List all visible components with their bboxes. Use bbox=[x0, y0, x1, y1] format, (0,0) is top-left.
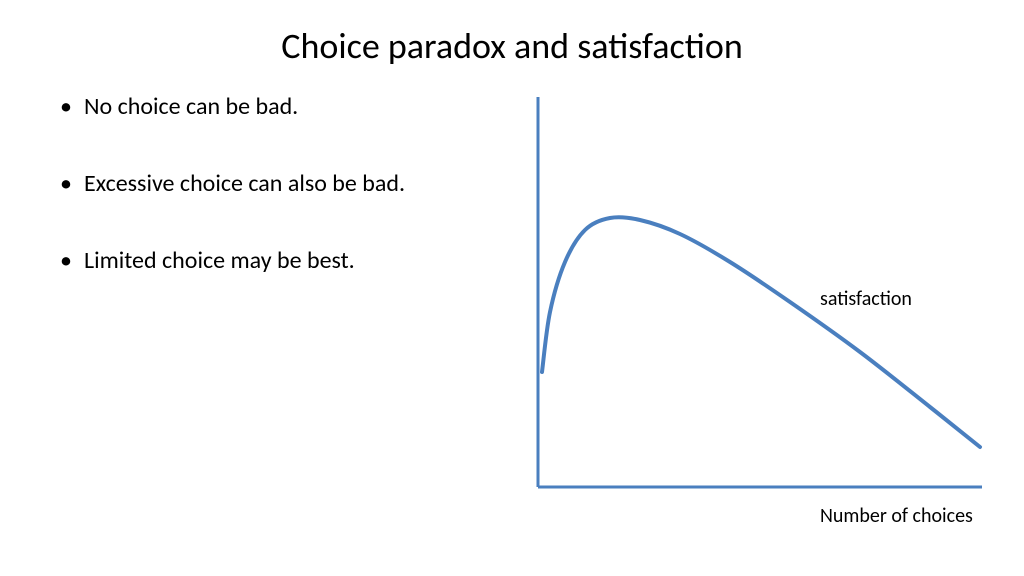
x-axis-label: Number of choices bbox=[820, 504, 973, 528]
slide-title: Choice paradox and satisfaction bbox=[0, 0, 1024, 68]
chart: satisfaction Number of choices bbox=[520, 92, 984, 532]
bullet-item: No choice can be bad. bbox=[60, 92, 520, 121]
bullet-item: Excessive choice can also be bad. bbox=[60, 169, 520, 198]
chart-svg bbox=[520, 92, 990, 522]
content-row: No choice can be bad. Excessive choice c… bbox=[0, 68, 1024, 532]
satisfaction-curve bbox=[542, 217, 980, 447]
bullet-list: No choice can be bad. Excessive choice c… bbox=[60, 92, 520, 532]
curve-label: satisfaction bbox=[820, 287, 912, 311]
bullet-item: Limited choice may be best. bbox=[60, 246, 520, 275]
